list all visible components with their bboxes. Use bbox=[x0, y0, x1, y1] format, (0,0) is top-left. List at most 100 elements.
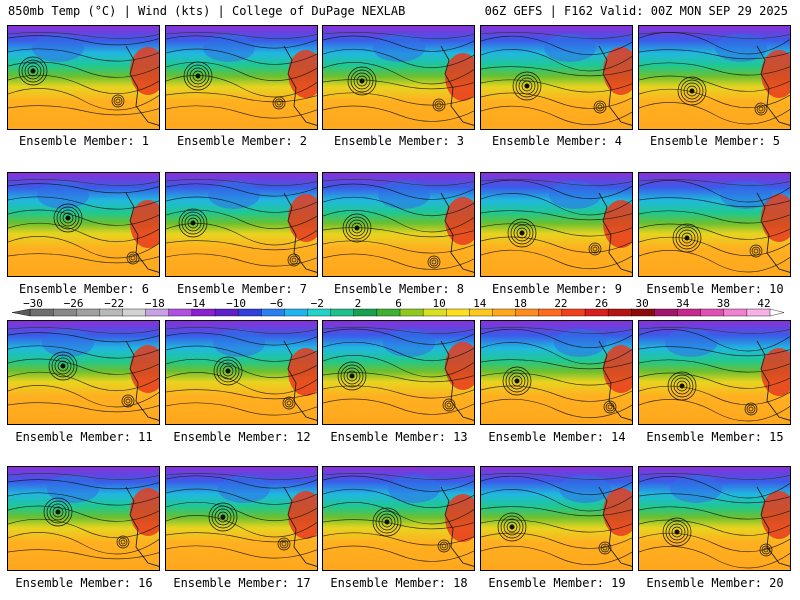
colorbar-tick-label: 34 bbox=[676, 297, 690, 310]
ensemble-member-map bbox=[638, 320, 791, 425]
temperature-wind-map bbox=[639, 173, 790, 276]
ensemble-member-map bbox=[322, 25, 475, 130]
colorbar-high-arrow bbox=[769, 308, 785, 317]
colorbar-swatch bbox=[607, 308, 632, 317]
colorbar-swatch bbox=[52, 308, 77, 317]
colorbar-swatch bbox=[584, 308, 609, 317]
colorbar-swatch bbox=[422, 308, 447, 317]
colorbar-swatch bbox=[330, 308, 355, 317]
temperature-wind-map bbox=[8, 26, 159, 129]
colorbar-swatch bbox=[237, 308, 262, 317]
colorbar-swatch bbox=[376, 308, 401, 317]
ensemble-member-label: Ensemble Member: 19 bbox=[488, 576, 626, 590]
colorbar-tick-label: 18 bbox=[513, 297, 527, 310]
ensemble-member-label: Ensemble Member: 18 bbox=[330, 576, 468, 590]
colorbar-swatch bbox=[700, 308, 725, 317]
colorbar-swatch bbox=[122, 308, 147, 317]
colorbar-tick-label: −18 bbox=[144, 297, 165, 310]
ensemble-member-label: Ensemble Member: 10 bbox=[646, 282, 784, 296]
colorbar-tick-label: −22 bbox=[104, 297, 125, 310]
colorbar-swatch bbox=[214, 308, 239, 317]
colorbar-swatch bbox=[191, 308, 216, 317]
ensemble-member-label: Ensemble Member: 3 bbox=[333, 134, 465, 148]
colorbar-swatch bbox=[99, 308, 124, 317]
temperature-wind-map bbox=[481, 321, 632, 424]
ensemble-member-label: Ensemble Member: 17 bbox=[173, 576, 311, 590]
ensemble-member-label: Ensemble Member: 15 bbox=[646, 430, 784, 444]
colorbar-tick-label: −26 bbox=[63, 297, 84, 310]
colorbar-swatch bbox=[29, 308, 54, 317]
colorbar-swatch bbox=[284, 308, 309, 317]
temperature-wind-map bbox=[323, 26, 474, 129]
ensemble-member-label: Ensemble Member: 5 bbox=[649, 134, 781, 148]
colorbar-swatch bbox=[353, 308, 378, 317]
ensemble-member-label: Ensemble Member: 12 bbox=[173, 430, 311, 444]
temperature-wind-map bbox=[166, 26, 317, 129]
ensemble-member-label: Ensemble Member: 6 bbox=[18, 282, 150, 296]
ensemble-member-label: Ensemble Member: 9 bbox=[491, 282, 623, 296]
ensemble-member-label: Ensemble Member: 8 bbox=[333, 282, 465, 296]
temperature-wind-map bbox=[8, 321, 159, 424]
colorbar-tick-label: 22 bbox=[554, 297, 568, 310]
ensemble-member-label: Ensemble Member: 20 bbox=[646, 576, 784, 590]
colorbar-tick-label: −30 bbox=[23, 297, 43, 310]
colorbar-swatch bbox=[492, 308, 517, 317]
ensemble-member-map bbox=[638, 172, 791, 277]
temperature-wind-map bbox=[166, 321, 317, 424]
colorbar-swatch bbox=[307, 308, 332, 317]
colorbar-tick-label: −6 bbox=[270, 297, 284, 310]
ensemble-member-map bbox=[7, 466, 160, 571]
ensemble-member-map bbox=[165, 25, 318, 130]
temperature-wind-map bbox=[166, 467, 317, 570]
colorbar-swatch bbox=[654, 308, 679, 317]
ensemble-member-map bbox=[322, 172, 475, 277]
colorbar-tick-label: −2 bbox=[310, 297, 324, 310]
colorbar-tick-label: 38 bbox=[716, 297, 730, 310]
colorbar-tick-label: −14 bbox=[185, 297, 206, 310]
valid-time-label: 06Z GEFS | F162 Valid: 00Z MON SEP 29 20… bbox=[484, 4, 788, 18]
colorbar-swatch bbox=[261, 308, 286, 317]
colorbar-swatch bbox=[723, 308, 748, 317]
colorbar-swatch bbox=[446, 308, 471, 317]
temperature-wind-map bbox=[639, 321, 790, 424]
temperature-wind-map bbox=[481, 26, 632, 129]
ensemble-member-map bbox=[480, 172, 633, 277]
colorbar-tick-label: 14 bbox=[473, 297, 487, 310]
map-title: 850mb Temp (°C) | Wind (kts) | College o… bbox=[8, 4, 406, 18]
temperature-wind-map bbox=[481, 173, 632, 276]
temperature-wind-map bbox=[323, 321, 474, 424]
colorbar-swatch bbox=[76, 308, 101, 317]
ensemble-member-label: Ensemble Member: 13 bbox=[330, 430, 468, 444]
colorbar-tick-label: 6 bbox=[395, 297, 402, 310]
ensemble-member-label: Ensemble Member: 2 bbox=[176, 134, 308, 148]
colorbar-swatch bbox=[145, 308, 170, 317]
ensemble-member-map bbox=[7, 25, 160, 130]
temperature-wind-map bbox=[323, 173, 474, 276]
colorbar-swatch bbox=[515, 308, 540, 317]
temperature-wind-map bbox=[639, 26, 790, 129]
ensemble-member-label: Ensemble Member: 11 bbox=[15, 430, 153, 444]
temperature-wind-map bbox=[481, 467, 632, 570]
temperature-wind-map bbox=[639, 467, 790, 570]
temperature-colorbar bbox=[11, 308, 785, 317]
colorbar-low-arrow bbox=[11, 308, 31, 317]
ensemble-member-map bbox=[638, 466, 791, 571]
ensemble-member-map bbox=[165, 172, 318, 277]
ensemble-member-map bbox=[7, 172, 160, 277]
colorbar-tick-label: 42 bbox=[757, 297, 771, 310]
ensemble-member-label: Ensemble Member: 16 bbox=[15, 576, 153, 590]
ensemble-member-map bbox=[480, 25, 633, 130]
colorbar-swatch bbox=[746, 308, 771, 317]
ensemble-member-label: Ensemble Member: 14 bbox=[488, 430, 626, 444]
colorbar-swatch bbox=[399, 308, 424, 317]
ensemble-member-map bbox=[165, 466, 318, 571]
temperature-wind-map bbox=[323, 467, 474, 570]
colorbar-swatch bbox=[538, 308, 563, 317]
ensemble-member-map bbox=[165, 320, 318, 425]
colorbar-swatch bbox=[631, 308, 656, 317]
ensemble-member-map bbox=[480, 320, 633, 425]
ensemble-member-label: Ensemble Member: 7 bbox=[176, 282, 308, 296]
colorbar-swatch bbox=[469, 308, 494, 317]
ensemble-member-map bbox=[322, 320, 475, 425]
colorbar-tick-label: 2 bbox=[354, 297, 362, 310]
